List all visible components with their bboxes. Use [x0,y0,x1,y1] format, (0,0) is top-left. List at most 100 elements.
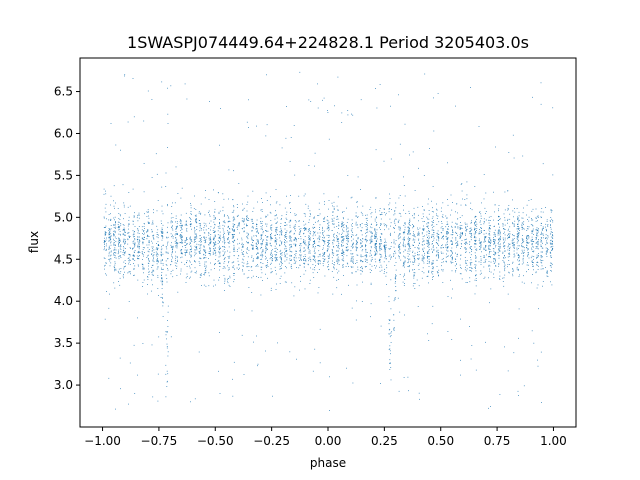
data-point [288,262,290,264]
data-point [464,239,466,241]
data-point [409,238,410,240]
data-point [328,200,330,201]
data-point [341,223,343,224]
data-point [333,268,335,270]
data-point [114,244,116,246]
data-point [376,247,377,249]
data-point [319,227,320,228]
data-point [142,247,144,248]
data-point [220,238,221,240]
data-point [383,261,385,263]
data-point [333,252,335,254]
data-point [343,275,344,276]
data-point [280,219,282,220]
data-point [151,290,152,292]
data-point [413,274,415,276]
data-point [474,240,475,242]
data-point [431,200,432,202]
data-point [356,243,358,245]
data-point [352,266,354,268]
data-point [174,262,176,264]
data-point [219,219,220,220]
data-point [299,245,300,246]
data-point [446,224,448,225]
data-point [241,242,243,244]
data-point [485,232,487,234]
data-point [413,283,415,284]
data-point [361,260,363,262]
data-point [148,241,150,243]
data-point [441,262,443,263]
data-point [509,264,510,265]
data-point [289,244,291,245]
data-point [185,282,187,283]
data-point [176,244,178,246]
data-point [422,221,424,222]
data-point [138,230,139,232]
data-point [246,253,248,254]
data-point [113,266,115,268]
data-point [272,254,273,256]
data-point [507,230,509,232]
data-point [144,252,145,253]
data-point [171,254,172,256]
data-point [422,249,424,251]
data-point [514,220,516,222]
data-point [447,223,449,225]
data-point [171,206,173,207]
data-point [531,244,533,246]
data-point [509,243,511,245]
data-point [157,247,159,249]
data-point [133,116,135,118]
data-point [220,108,221,109]
data-point [336,226,338,227]
data-point [421,277,423,279]
data-point [322,99,323,101]
data-point [457,218,458,220]
data-point [452,244,453,245]
data-point [124,213,126,214]
data-point [480,244,481,246]
data-point [474,223,475,224]
data-point [417,258,418,260]
data-point [300,258,301,260]
data-point [485,237,486,239]
data-point [537,231,539,233]
data-point [428,245,430,247]
data-point [132,241,134,243]
data-point [517,237,519,239]
data-point [346,367,347,369]
data-point [252,227,254,229]
data-point [538,253,539,254]
data-point [290,264,292,266]
data-point [151,230,153,232]
data-point [256,235,257,237]
data-point [137,214,139,216]
data-point [300,260,302,261]
data-point [327,248,329,249]
data-point [328,237,330,238]
data-point [493,234,495,236]
data-point [165,373,167,375]
data-point [214,224,216,226]
data-point [388,248,390,250]
data-point [518,254,519,255]
data-point [293,239,295,240]
data-point [210,241,212,242]
data-point [381,266,383,268]
data-point [294,174,296,176]
data-point [223,231,225,233]
data-point [161,232,162,233]
data-point [479,246,480,247]
data-point [212,251,214,253]
data-point [323,236,325,238]
data-point [213,253,215,255]
data-point [167,244,168,246]
data-point [118,268,120,270]
data-point [446,247,448,248]
data-point [479,248,480,250]
data-point [407,233,409,234]
data-point [181,241,182,243]
data-point [318,269,320,270]
data-point [409,233,411,235]
